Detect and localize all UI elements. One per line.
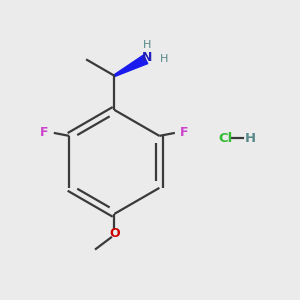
Polygon shape (114, 55, 148, 76)
Text: O: O (109, 227, 120, 240)
Text: Cl: Cl (218, 132, 233, 145)
Text: F: F (180, 126, 189, 140)
Text: H: H (143, 40, 151, 50)
Text: N: N (142, 51, 152, 64)
Text: H: H (160, 54, 168, 64)
Text: H: H (244, 132, 256, 145)
Text: F: F (40, 126, 49, 140)
